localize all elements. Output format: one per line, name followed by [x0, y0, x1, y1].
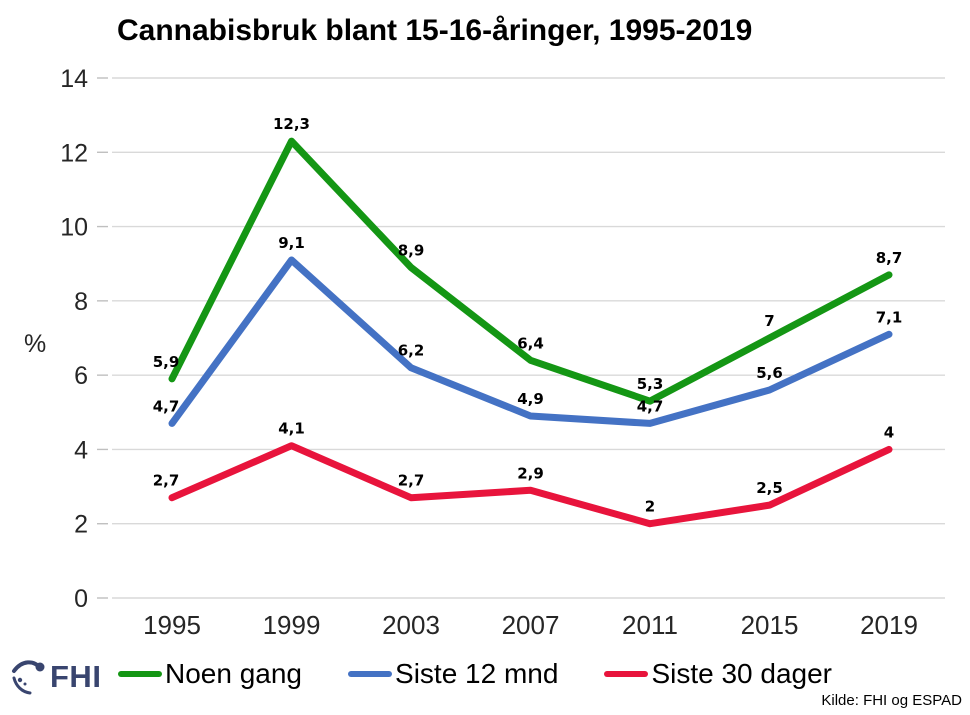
- legend: Noen gang Siste 12 mnd Siste 30 dager: [118, 658, 832, 690]
- x-tick-label: 2003: [382, 610, 440, 640]
- data-label-series-2: 2,7: [153, 472, 180, 490]
- fhi-logo-text: FHI: [50, 659, 102, 694]
- chart-title: Cannabisbruk blant 15-16-åringer, 1995-2…: [117, 14, 753, 47]
- data-label-series-2: 2,9: [517, 464, 544, 482]
- series-line-2: [168, 442, 893, 528]
- data-label-series-0: 5,9: [153, 353, 180, 371]
- data-label-series-0: 12,3: [273, 115, 310, 133]
- x-tick-label: 2011: [622, 610, 678, 640]
- y-tick-label: 12: [60, 139, 88, 167]
- data-label-series-1: 4,7: [637, 397, 664, 415]
- data-label-series-1: 4,7: [153, 397, 180, 415]
- legend-label-siste-30-dager: Siste 30 dager: [651, 658, 833, 689]
- data-label-series-0: 6,4: [517, 334, 544, 352]
- data-label-series-2: 2,7: [398, 472, 425, 490]
- y-axis-label: %: [24, 330, 47, 358]
- data-label-series-0: 7: [764, 312, 774, 330]
- data-label-series-2: 4,1: [278, 420, 305, 438]
- legend-item-siste-30-dager: Siste 30 dager: [604, 658, 832, 690]
- data-label-series-1: 6,2: [398, 342, 425, 360]
- y-tick-label: 10: [60, 214, 88, 242]
- x-tick-label: 1995: [143, 610, 201, 640]
- y-tick-label: 6: [74, 362, 88, 390]
- legend-swatch-siste-30-dager: [604, 671, 649, 677]
- legend-swatch-noen-gang: [118, 671, 162, 677]
- data-label-series-1: 4,9: [517, 390, 544, 408]
- y-tick-label: 14: [60, 65, 88, 93]
- y-tick-label: 4: [74, 436, 88, 464]
- legend-label-siste-12-mnd: Siste 12 mnd: [395, 658, 559, 689]
- y-tick-label: 2: [74, 511, 88, 539]
- data-label-series-2: 4: [884, 423, 894, 441]
- x-tick-label: 2015: [741, 610, 799, 640]
- data-label-series-1: 5,6: [756, 364, 783, 382]
- fhi-logo: FHI: [10, 656, 101, 698]
- data-label-series-1: 7,1: [876, 308, 903, 326]
- legend-swatch-siste-12-mnd: [348, 671, 393, 677]
- data-label-series-0: 8,9: [398, 241, 425, 259]
- source-note: Kilde: FHI og ESPAD: [821, 692, 962, 709]
- plot-area: 0 2 4 6 8 10 12 14 1995 1999 2003 2007 2011 2015 2019 5…: [60, 65, 945, 640]
- series-line-0: [168, 137, 893, 405]
- legend-label-noen-gang: Noen gang: [165, 658, 303, 689]
- series-line-1: [168, 256, 893, 427]
- data-label-series-0: 8,7: [876, 249, 903, 267]
- x-tick-label: 2019: [860, 610, 918, 640]
- data-label-series-2: 2: [645, 498, 655, 516]
- x-tick-label: 1999: [263, 610, 321, 640]
- legend-item-siste-12-mnd: Siste 12 mnd: [348, 658, 558, 690]
- data-label-series-0: 5,3: [637, 375, 664, 393]
- y-tick-label: 0: [74, 585, 88, 613]
- data-label-series-2: 2,5: [756, 479, 783, 497]
- data-label-series-1: 9,1: [278, 234, 305, 252]
- fhi-logo-icon: [12, 660, 45, 695]
- y-tick-label: 8: [74, 288, 88, 316]
- x-tick-label: 2007: [502, 610, 560, 640]
- legend-item-noen-gang: Noen gang: [118, 658, 302, 690]
